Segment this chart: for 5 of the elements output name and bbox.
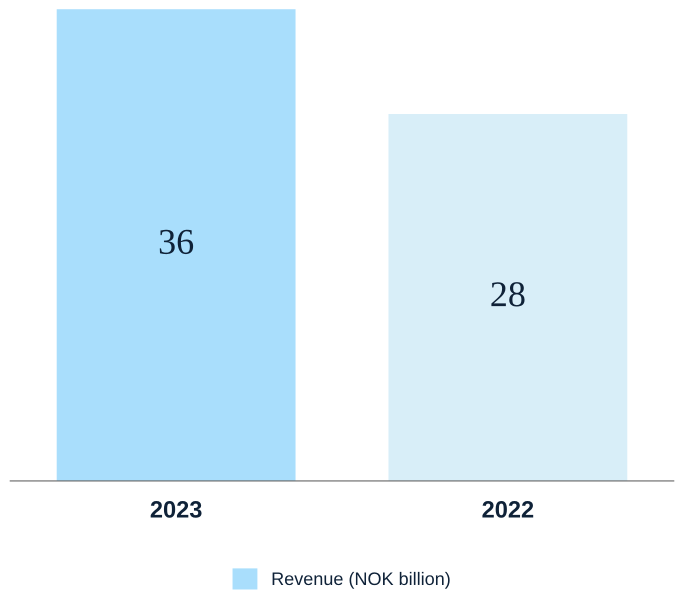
data-label: 36 [160,230,194,254]
data-label: 28 [491,282,525,306]
x-tick-label: 2023 [150,501,202,518]
x-tick-label: 2022 [482,501,534,518]
legend-label: Revenue (NOK billion) [272,572,450,589]
